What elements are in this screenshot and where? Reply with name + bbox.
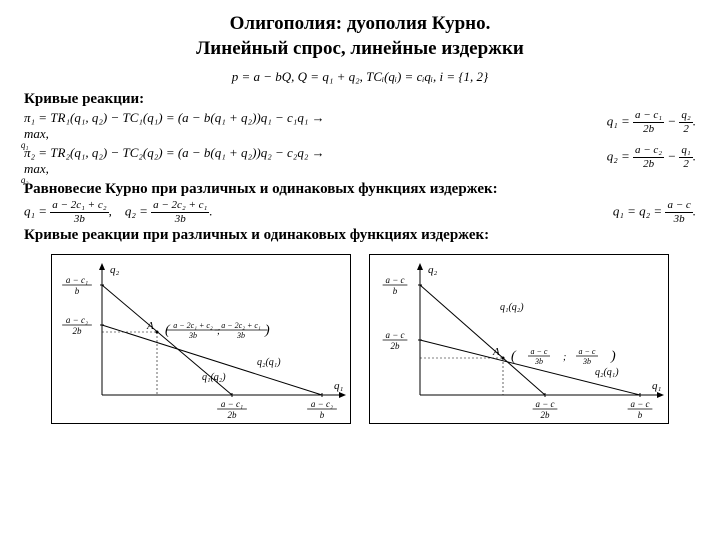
q-same-costs: q₁ = q₂ = a − c3b. bbox=[613, 200, 696, 225]
svg-text:q₁(q₂): q₁(q₂) bbox=[500, 302, 524, 313]
main-equation: p = a − bQ, Q = q₁ + q₂, TCᵢ(qᵢ) = cᵢqᵢ,… bbox=[24, 69, 696, 85]
svg-text:b: b bbox=[393, 286, 398, 296]
svg-text:a − c: a − c bbox=[385, 330, 404, 340]
svg-text:2b: 2b bbox=[391, 341, 401, 351]
title-line-2: Линейный спрос, линейные издержки bbox=[196, 38, 524, 59]
diagram-left: q₂q₁a − c₁ ba − c₂ 2bq₁(q₂)q₂(q₁)A(a − 2… bbox=[51, 254, 351, 424]
reaction-row-2: π₂ = TR₂(q₁, q₂) − TC₂(q₂) = (a − b(q₁ +… bbox=[24, 145, 696, 179]
diagram-right: q₂q₁a − c ba − c 2bq₁(q₂)q₂(q₁)A(a − c 3… bbox=[369, 254, 669, 424]
svg-text:): ) bbox=[264, 323, 270, 338]
svg-text:a − c₁: a − c₁ bbox=[221, 399, 243, 409]
svg-text:(: ( bbox=[511, 349, 517, 364]
svg-text:a − c: a − c bbox=[630, 399, 649, 409]
svg-text:b: b bbox=[638, 410, 643, 420]
svg-text:q₁: q₁ bbox=[334, 380, 344, 392]
q-diff-costs: q₁ = a − 2c₁ + c₂3b, q₂ = a − 2c₂ + c₁3b… bbox=[24, 200, 213, 225]
q2-reaction: q₂ = a − c₂2b − q₁2. bbox=[607, 145, 696, 170]
diagrams-row: q₂q₁a − c₁ ba − c₂ 2bq₁(q₂)q₂(q₁)A(a − 2… bbox=[24, 254, 696, 424]
svg-text:(: ( bbox=[165, 323, 171, 338]
svg-text:a − c: a − c bbox=[535, 399, 554, 409]
svg-text:a − c: a − c bbox=[385, 275, 404, 285]
svg-text:q₂: q₂ bbox=[110, 264, 120, 276]
svg-text:2b: 2b bbox=[73, 326, 83, 336]
reaction-row-1: π₁ = TR₁(q₁, q₂) − TC₁(q₁) = (a − b(q₁ +… bbox=[24, 110, 696, 144]
svg-text:3b: 3b bbox=[236, 331, 245, 340]
svg-text:): ) bbox=[610, 349, 616, 364]
q1-reaction: q₁ = a − c₁2b − q₂2. bbox=[607, 110, 696, 135]
svg-text:a − 2c₂ + c₁: a − 2c₂ + c₁ bbox=[221, 321, 261, 330]
svg-text:2b: 2b bbox=[228, 410, 238, 420]
svg-text:3b: 3b bbox=[582, 357, 591, 366]
pi1-eq: π₁ = TR₁(q₁, q₂) − TC₁(q₁) = (a − b(q₁ +… bbox=[24, 110, 332, 144]
svg-text:q₁: q₁ bbox=[652, 380, 662, 392]
section-equilibrium: Равновесие Курно при различных и одинако… bbox=[24, 181, 696, 198]
svg-text:a − c₂: a − c₂ bbox=[66, 315, 88, 325]
slide-title: Олигополия: дуополия Курно. Линейный спр… bbox=[24, 12, 696, 61]
pi2-eq: π₂ = TR₂(q₁, q₂) − TC₂(q₂) = (a − b(q₁ +… bbox=[24, 145, 332, 179]
svg-text:a − c₂: a − c₂ bbox=[311, 399, 333, 409]
equilibrium-row: q₁ = a − 2c₁ + c₂3b, q₂ = a − 2c₂ + c₁3b… bbox=[24, 200, 696, 225]
title-line-1: Олигополия: дуополия Курно. bbox=[230, 13, 491, 34]
svg-text:a − c: a − c bbox=[531, 347, 548, 356]
svg-text:q₂: q₂ bbox=[428, 264, 438, 276]
svg-text:a − c: a − c bbox=[579, 347, 596, 356]
svg-text:q₂(q₁): q₂(q₁) bbox=[257, 357, 281, 368]
svg-text:a − c₁: a − c₁ bbox=[66, 275, 88, 285]
svg-text:;: ; bbox=[563, 352, 566, 363]
svg-text:;: ; bbox=[217, 326, 220, 337]
svg-text:A: A bbox=[492, 346, 500, 358]
svg-text:b: b bbox=[320, 410, 325, 420]
section-reaction-diagrams: Кривые реакции при различных и одинаковы… bbox=[24, 227, 696, 244]
svg-text:2b: 2b bbox=[541, 410, 551, 420]
svg-text:b: b bbox=[75, 286, 80, 296]
svg-text:a − 2c₁ + c₂: a − 2c₁ + c₂ bbox=[173, 321, 213, 330]
svg-text:3b: 3b bbox=[534, 357, 543, 366]
svg-text:q₂(q₁): q₂(q₁) bbox=[595, 367, 619, 378]
section-reaction-curves: Кривые реакции: bbox=[24, 91, 696, 108]
svg-text:3b: 3b bbox=[188, 331, 197, 340]
svg-text:A: A bbox=[146, 320, 154, 332]
svg-text:q₁(q₂): q₁(q₂) bbox=[202, 372, 226, 383]
